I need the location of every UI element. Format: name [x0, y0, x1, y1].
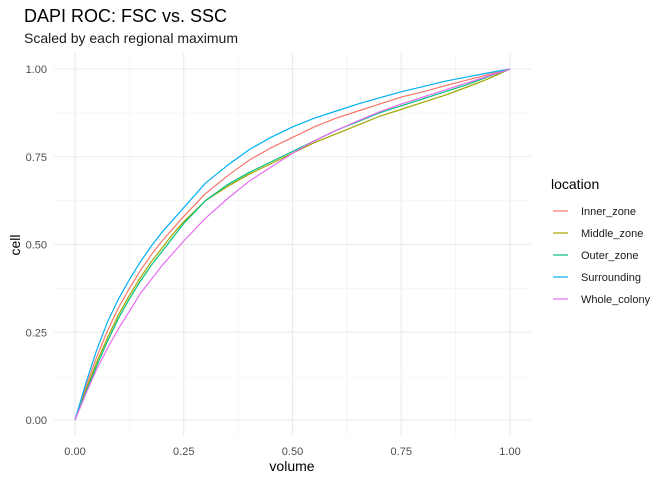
y-tick-label: 0.75: [26, 152, 47, 164]
legend-label: Middle_zone: [581, 228, 643, 240]
chart-subtitle: Scaled by each regional maximum: [24, 30, 238, 46]
grid: [54, 53, 531, 436]
series-lines: [74, 68, 511, 421]
legend-item: Whole_colony: [553, 294, 651, 306]
x-tick-label: 0.25: [173, 446, 194, 458]
legend-title: location: [551, 176, 599, 192]
series-line-outer-zone: [74, 68, 511, 421]
x-axis-title: volume: [269, 458, 314, 474]
legend-label: Whole_colony: [581, 294, 651, 306]
tick-labels: 0.00 0.25 0.50 0.75 1.00 0.00 0.25 0.50 0.75 1.00: [26, 64, 521, 458]
series-line-inner-zone: [74, 68, 511, 421]
chart-title: DAPI ROC: FSC vs. SSC: [24, 6, 227, 26]
x-tick-label: 1.00: [499, 446, 520, 458]
legend-item: Middle_zone: [553, 228, 643, 240]
series-line-middle-zone: [74, 68, 511, 421]
series-line-whole-colony: [74, 68, 511, 421]
legend-item: Outer_zone: [553, 250, 638, 262]
y-tick-label: 0.25: [26, 327, 47, 339]
y-tick-label: 0.00: [26, 415, 47, 427]
legend-label: Outer_zone: [581, 250, 638, 262]
legend-item: Surrounding: [553, 272, 641, 284]
x-tick-label: 0.50: [282, 446, 303, 458]
x-tick-label: 0.75: [391, 446, 412, 458]
x-tick-label: 0.00: [64, 446, 85, 458]
y-tick-label: 0.50: [26, 240, 47, 252]
legend-item: Inner_zone: [553, 206, 636, 218]
legend-label: Surrounding: [581, 272, 641, 284]
legend-items: Inner_zone Middle_zone Outer_zone Surroundi…: [553, 206, 651, 306]
legend: location Inner_zone Middle_zone Outer_zone…: [551, 176, 651, 306]
series-line-surrounding: [74, 68, 511, 421]
y-tick-label: 1.00: [26, 64, 47, 76]
y-axis-title: cell: [7, 234, 23, 255]
legend-label: Inner_zone: [581, 206, 636, 218]
